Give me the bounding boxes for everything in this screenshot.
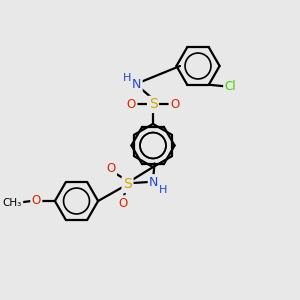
Text: N: N bbox=[132, 78, 141, 92]
Text: S: S bbox=[148, 98, 158, 111]
Text: Cl: Cl bbox=[225, 80, 236, 93]
Text: O: O bbox=[118, 196, 127, 210]
Text: H: H bbox=[123, 73, 131, 83]
Text: H: H bbox=[159, 184, 168, 195]
Text: O: O bbox=[127, 98, 136, 111]
Text: O: O bbox=[170, 98, 179, 111]
Text: CH₃: CH₃ bbox=[3, 197, 22, 208]
Text: O: O bbox=[32, 194, 41, 208]
Text: N: N bbox=[149, 176, 159, 189]
Text: O: O bbox=[106, 162, 116, 176]
Text: S: S bbox=[123, 178, 132, 191]
